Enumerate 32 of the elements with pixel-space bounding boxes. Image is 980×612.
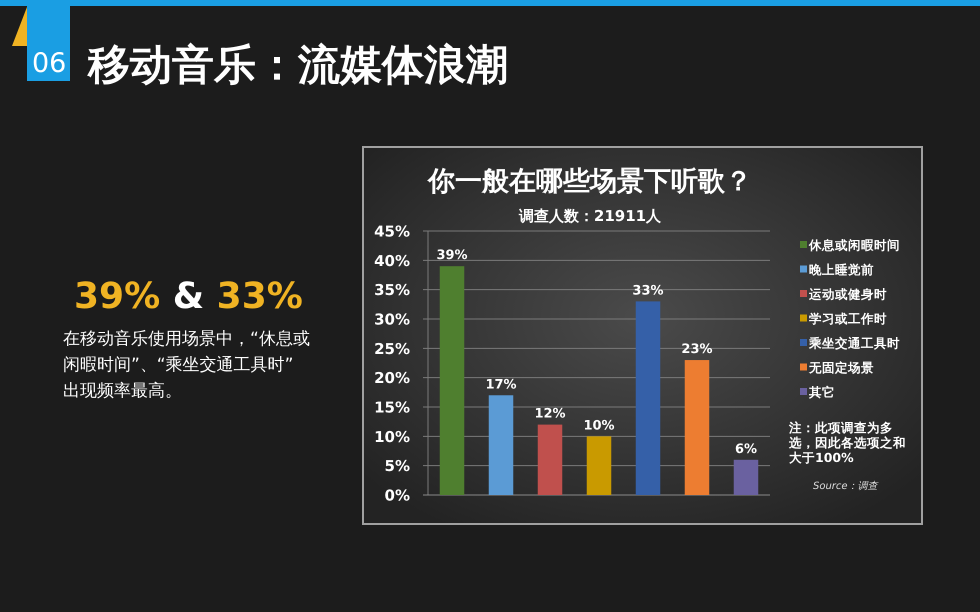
data-label: 10% <box>583 418 615 434</box>
text: 39% & 33% <box>74 276 303 317</box>
data-label: 39% <box>436 248 468 264</box>
y-tick-label: 40% <box>374 252 410 270</box>
y-tick-label: 35% <box>374 281 410 300</box>
data-label: 17% <box>485 377 517 392</box>
data-label: 23% <box>681 342 713 358</box>
legend-label: 学习或工作时 <box>809 311 887 326</box>
y-tick-label: 0% <box>384 486 410 504</box>
y-tick-label: 10% <box>374 428 410 446</box>
y-tick-label: 30% <box>374 310 410 328</box>
legend-label: 晚上睡觉前 <box>809 262 874 277</box>
chart-title: 你一般在哪些场景下听歌？ <box>427 166 752 197</box>
y-tick-label: 45% <box>374 222 410 240</box>
y-tick-label: 5% <box>384 457 410 476</box>
chart-subtitle: 调查人数：21911人 <box>518 207 662 225</box>
data-label: 12% <box>534 406 566 422</box>
y-tick-label: 15% <box>374 398 410 416</box>
text: 移动音乐：流媒体浪潮 <box>87 40 508 89</box>
text: 06 <box>32 48 66 79</box>
legend-label: 乘坐交通工具时 <box>808 336 900 350</box>
source-note: Source：调查 <box>813 480 880 492</box>
text: 注：此项调查为多选，因此各选项之和大于100% <box>788 420 906 465</box>
text: 在移动音乐使用场景中，“休息或闲暇时间”、“乘坐交通工具时”出现频率最高。 <box>63 329 310 401</box>
data-label: 6% <box>734 442 758 457</box>
y-tick-label: 20% <box>374 369 410 388</box>
y-tick-label: 25% <box>374 340 410 358</box>
data-label: 33% <box>632 283 664 298</box>
legend-label: 运动或健身时 <box>808 286 887 302</box>
legend-label: 其它 <box>808 384 835 400</box>
legend-label: 休息或闲暇时间 <box>808 238 900 252</box>
legend-label: 无固定场景 <box>808 360 874 375</box>
